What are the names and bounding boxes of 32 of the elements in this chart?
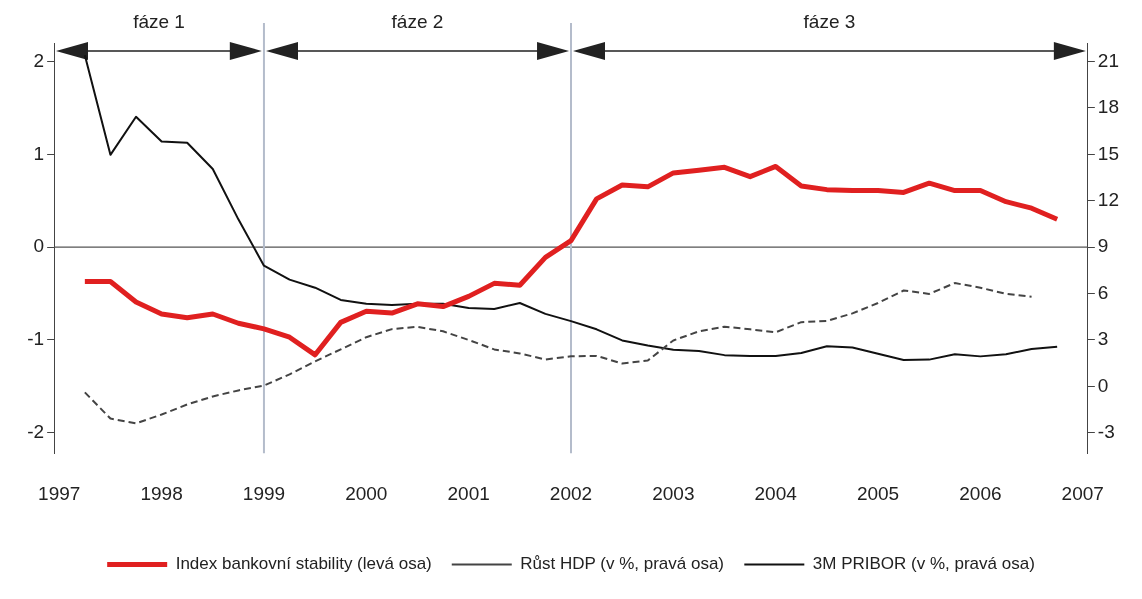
y2-tick-label: 15 xyxy=(1097,142,1119,164)
x-tick-label: 2004 xyxy=(754,482,798,504)
y-tick-label: -1 xyxy=(27,328,45,350)
text: fáze 3 xyxy=(802,11,857,33)
y2-tick-label: -3 xyxy=(1097,421,1115,443)
y-tick-label: -2 xyxy=(27,421,45,443)
x-tick-label: 1997 xyxy=(38,482,81,504)
x-tick-label: 2006 xyxy=(959,482,1002,504)
y-tick-label: 1 xyxy=(33,142,45,164)
y2-tick-label: 12 xyxy=(1097,189,1119,210)
y-tick-label: 2 xyxy=(33,49,45,71)
text: fáze 2 xyxy=(390,11,445,33)
legend-label: Index bankovní stability (levá osa) xyxy=(175,554,432,574)
x-tick-label: 2002 xyxy=(549,482,593,504)
text: fáze 1 xyxy=(132,11,186,33)
legend-label: 3M PRIBOR (v %, pravá osa) xyxy=(812,554,1035,574)
legend-label: Růst HDP (v %, pravá osa) xyxy=(520,554,725,574)
x-tick-label: 1998 xyxy=(140,482,183,504)
x-tick-label: 2001 xyxy=(447,482,490,504)
y2-tick-label: 3 xyxy=(1097,328,1109,350)
x-tick-label: 2007 xyxy=(1061,482,1104,504)
x-tick-label: 2005 xyxy=(856,482,900,504)
line-series xyxy=(83,282,1033,425)
y2-tick-label: 18 xyxy=(1097,96,1119,118)
y2-tick-label: 0 xyxy=(1097,374,1109,396)
y-tick-label: 0 xyxy=(33,235,45,257)
x-tick-label: 2000 xyxy=(345,482,388,504)
y2-tick-label: 9 xyxy=(1097,235,1109,257)
x-tick-label: 1999 xyxy=(242,482,286,504)
y2-tick-label: 21 xyxy=(1097,49,1119,71)
x-tick-label: 2003 xyxy=(652,482,695,504)
y2-tick-label: 6 xyxy=(1097,281,1109,303)
